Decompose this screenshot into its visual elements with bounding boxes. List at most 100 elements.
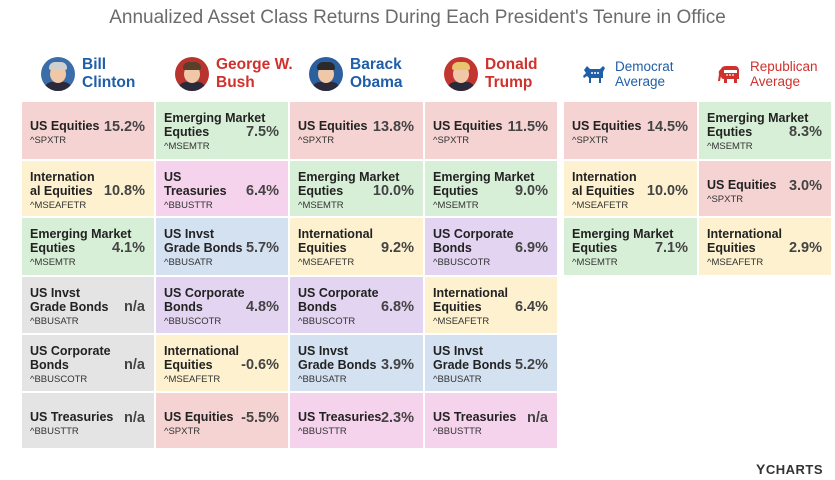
return-cell: US Invst Grade Bonds ^BBUSATR 3.9% [289,334,424,392]
asset-name: International Equities [707,227,782,255]
president-name-line: Clinton [82,74,136,91]
return-cell: US Corporate Bonds ^BBUSCOTR n/a [21,334,155,392]
asset-ticker: ^BBUSTTR [298,426,347,437]
return-cell: US Treasuries ^BBUSTTR 6.4% [155,160,289,217]
asset-name-line: US Equities [298,119,368,133]
return-cell: Emerging Market Equties ^MSEMTR 9.0% [424,160,558,217]
asset-name-line: US Equities [30,119,100,133]
asset-name-line: Equties [572,241,618,255]
president-photo [309,57,343,91]
return-cell: US Corporate Bonds ^BBUSCOTR 6.9% [424,217,558,276]
asset-name: US Corporate Bonds [298,286,379,314]
brand-text: CHARTS [765,462,823,477]
asset-name: Emerging Market Equties [30,227,131,255]
asset-name-line: US [164,170,182,184]
president-header: Bill Clinton [41,50,135,98]
return-value: 3.9% [380,357,414,373]
return-value: 11.5% [507,119,548,135]
president-name: Barack Obama [350,56,403,92]
asset-name: US Invst Grade Bonds [164,227,243,255]
asset-ticker: ^MSEMTR [30,257,76,268]
asset-name: US Invst Grade Bonds [298,344,377,372]
asset-name-line: Grade Bonds [433,358,512,372]
return-cell: US Equities ^SPXTR -5.5% [155,392,289,449]
asset-name-line: International [433,286,509,300]
asset-ticker: ^SPXTR [572,135,609,146]
asset-name-line: al Equities [30,184,93,198]
president-photo [41,57,75,91]
president-name: Bill Clinton [82,56,135,92]
asset-name: US Invst Grade Bonds [433,344,512,372]
president-name: Donald Trump [485,56,538,92]
asset-name-line: US Invst [30,286,81,300]
return-cell: US Invst Grade Bonds ^BBUSATR 5.2% [424,334,558,392]
asset-name-line: US Treasuries [433,410,517,424]
asset-name: US Equities [707,178,776,192]
return-value: 2.9% [788,240,822,256]
asset-name-line: Equties [707,125,753,139]
return-value: -5.5% [241,410,279,426]
asset-ticker: ^MSEMTR [298,200,344,211]
return-value: 4.8% [245,299,279,315]
asset-name-line: Bonds [433,241,472,255]
asset-name-line: US Equities [433,119,503,133]
asset-ticker: ^MSEAFETR [30,200,87,211]
return-cell: US Invst Grade Bonds ^BBUSATR n/a [21,276,155,334]
asset-ticker: ^BBUSCOTR [30,374,88,385]
return-value: 15.2% [103,119,145,135]
asset-name: US Invst Grade Bonds [30,286,109,314]
asset-ticker: ^MSEAFETR [572,200,629,211]
asset-name-line: US Invst [164,227,215,241]
asset-name: US Equities [164,410,233,424]
chart-title: Annualized Asset Class Returns During Ea… [109,7,726,28]
return-value: 2.3% [380,410,414,426]
asset-name-line: Equities [298,241,347,255]
asset-ticker: ^BBUSTTR [164,200,213,211]
president-header: Donald Trump [444,50,538,98]
asset-name-line: Bonds [298,300,337,314]
ycharts-logo: YCHARTS [755,461,823,477]
asset-ticker: ^BBUSCOTR [298,316,356,327]
photo-hair [317,62,335,70]
asset-name: Internation al Equities [572,170,637,198]
return-value: -0.6% [241,357,279,373]
return-value: n/a [527,410,548,426]
asset-name-line: Emerging Market [433,170,535,184]
asset-ticker: ^BBUSATR [433,374,482,385]
president-name-line: Obama [350,74,403,91]
return-cell: Emerging Market Equties ^MSEMTR 10.0% [289,160,424,217]
asset-ticker: ^BBUSATR [298,374,347,385]
asset-ticker: ^MSEAFETR [164,374,221,385]
return-cell: International Equities ^MSEAFETR 9.2% [289,217,424,276]
photo-suit [447,82,475,91]
return-value: 4.1% [111,240,145,256]
return-cell: US Equities ^SPXTR 13.8% [289,101,424,160]
return-cell: US Invst Grade Bonds ^BBUSATR 5.7% [155,217,289,276]
asset-name-line: Grade Bonds [30,300,109,314]
asset-ticker: ^SPXTR [707,194,744,205]
president-photo [444,57,478,91]
president-photo [175,57,209,91]
asset-name: US Treasuries [298,410,381,424]
asset-name: US Corporate Bonds [433,227,514,255]
return-value: 13.8% [372,119,414,135]
asset-name-line: US Equities [572,119,642,133]
return-cell: US Treasuries ^BBUSTTR n/a [21,392,155,449]
return-value: 6.9% [514,240,548,256]
asset-name-line: Bonds [164,300,203,314]
return-cell: International Equities ^MSEAFETR 2.9% [698,217,832,276]
president-name-line: Bush [216,74,255,91]
photo-hair [452,62,470,70]
average-header: Republican Average [716,50,818,98]
asset-name: Emerging Market Equties [572,227,673,255]
asset-name-line: US Equities [164,410,234,424]
asset-name: Internation al Equities [30,170,95,198]
asset-ticker: ^BBUSATR [164,257,213,268]
return-cell: Emerging Market Equties ^MSEMTR 8.3% [698,101,832,160]
asset-name-line: US Invst [433,344,484,358]
asset-name: International Equities [164,344,239,372]
return-cell: US Equities ^SPXTR 15.2% [21,101,155,160]
asset-name-line: Grade Bonds [164,241,243,255]
asset-name-line: Internation [572,170,637,184]
asset-name-line: Equties [433,184,479,198]
